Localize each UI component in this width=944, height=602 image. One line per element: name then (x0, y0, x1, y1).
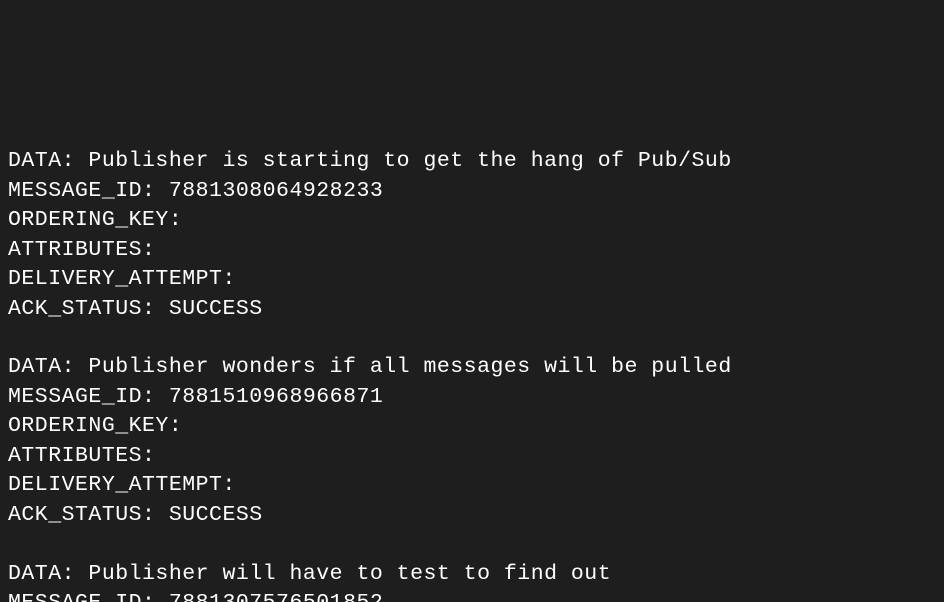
ordering-key-label: ORDERING_KEY: (8, 414, 182, 438)
ordering-key-label: ORDERING_KEY: (8, 208, 182, 232)
data-label: DATA: (8, 355, 75, 379)
ack-status-value: SUCCESS (169, 503, 263, 527)
delivery-attempt-label: DELIVERY_ATTEMPT: (8, 267, 236, 291)
attributes-line: ATTRIBUTES: (8, 236, 936, 265)
ack-status-value: SUCCESS (169, 297, 263, 321)
ack-status-label: ACK_STATUS: (8, 297, 155, 321)
ack-status-label: ACK_STATUS: (8, 503, 155, 527)
delivery-attempt-line: DELIVERY_ATTEMPT: (8, 265, 936, 294)
ack-status-line: ACK_STATUS: SUCCESS (8, 501, 936, 530)
data-line: DATA: Publisher is starting to get the h… (8, 147, 936, 176)
message-id-value: 7881307576501852 (169, 591, 383, 602)
message-id-line: MESSAGE_ID: 7881510968966871 (8, 383, 936, 412)
delivery-attempt-line: DELIVERY_ATTEMPT: (8, 471, 936, 500)
message-block: DATA: Publisher wonders if all messages … (8, 353, 936, 530)
data-value: Publisher will have to test to find out (88, 562, 611, 586)
attributes-label: ATTRIBUTES: (8, 238, 155, 262)
attributes-line: ATTRIBUTES: (8, 442, 936, 471)
message-id-line: MESSAGE_ID: 7881307576501852 (8, 589, 936, 602)
delivery-attempt-label: DELIVERY_ATTEMPT: (8, 473, 236, 497)
blank-line (8, 530, 936, 559)
terminal-output: DATA: Publisher is starting to get the h… (8, 118, 936, 602)
message-id-label: MESSAGE_ID: (8, 591, 155, 602)
message-id-value: 7881308064928233 (169, 179, 383, 203)
message-id-value: 7881510968966871 (169, 385, 383, 409)
attributes-label: ATTRIBUTES: (8, 444, 155, 468)
data-label: DATA: (8, 149, 75, 173)
ordering-key-line: ORDERING_KEY: (8, 206, 936, 235)
data-line: DATA: Publisher wonders if all messages … (8, 353, 936, 382)
ack-status-line: ACK_STATUS: SUCCESS (8, 295, 936, 324)
message-block: DATA: Publisher is starting to get the h… (8, 147, 936, 324)
message-id-label: MESSAGE_ID: (8, 179, 155, 203)
data-label: DATA: (8, 562, 75, 586)
data-line: DATA: Publisher will have to test to fin… (8, 560, 936, 589)
data-value: Publisher wonders if all messages will b… (88, 355, 731, 379)
message-id-label: MESSAGE_ID: (8, 385, 155, 409)
message-id-line: MESSAGE_ID: 7881308064928233 (8, 177, 936, 206)
blank-line (8, 324, 936, 353)
ordering-key-line: ORDERING_KEY: (8, 412, 936, 441)
message-block: DATA: Publisher will have to test to fin… (8, 560, 936, 602)
data-value: Publisher is starting to get the hang of… (88, 149, 731, 173)
